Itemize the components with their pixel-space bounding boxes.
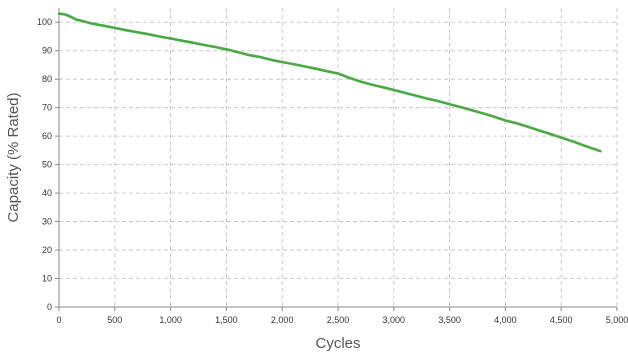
y-tick-label: 90	[42, 46, 52, 56]
x-tick-label: 0	[56, 315, 61, 325]
y-tick-label: 0	[47, 302, 52, 312]
x-tick-label: 1,500	[215, 315, 238, 325]
y-tick-label: 40	[42, 188, 52, 198]
series-line	[57, 12, 602, 153]
y-tick-label: 20	[42, 245, 52, 255]
x-tick-label: 2,000	[271, 315, 294, 325]
x-tick-label: 5,000	[606, 315, 628, 325]
y-axis-title: Capacity (% Rated)	[5, 92, 22, 222]
y-tick-label: 60	[42, 131, 52, 141]
x-tick-label: 1,000	[159, 315, 182, 325]
y-tick-label: 80	[42, 74, 52, 84]
x-tick-label: 500	[107, 315, 122, 325]
series-layer	[57, 12, 602, 153]
y-tick-label: 70	[42, 103, 52, 113]
tick-layer: 0 10 20 30 40 50 60 70 80 90 100 0 500 1,000 1,500 2,00…	[37, 17, 628, 325]
y-tick-label: 30	[42, 217, 52, 227]
x-tick-label: 3,500	[438, 315, 461, 325]
x-tick-label: 4,000	[494, 315, 517, 325]
y-tick-label: 100	[37, 17, 52, 27]
x-tick-label: 2,500	[327, 315, 350, 325]
grid-layer	[59, 8, 618, 307]
x-axis-title: Cycles	[315, 335, 360, 352]
x-tick-label: 3,000	[383, 315, 406, 325]
y-tick-label: 50	[42, 160, 52, 170]
y-tick-label: 10	[42, 274, 52, 284]
x-tick-label: 4,500	[550, 315, 573, 325]
